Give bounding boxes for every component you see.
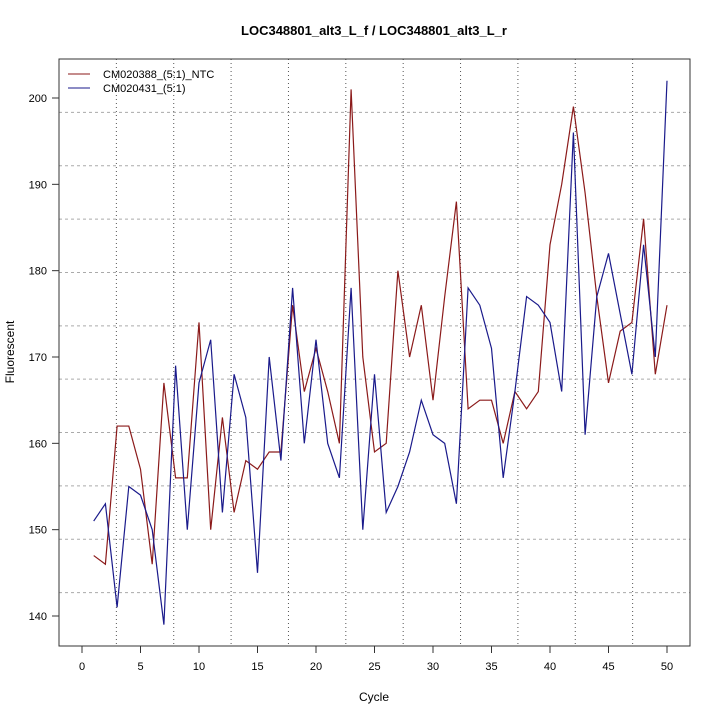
x-tick-label: 15 bbox=[251, 661, 263, 673]
chart-title: LOC348801_alt3_L_f / LOC348801_alt3_L_r bbox=[241, 23, 507, 38]
legend-label-ntc: CM020388_(5:1)_NTC bbox=[103, 69, 214, 81]
x-tick-label: 40 bbox=[544, 661, 556, 673]
x-axis: 0 5 10 15 20 25 30 35 40 45 50 bbox=[79, 646, 673, 673]
x-tick-label: 20 bbox=[310, 661, 322, 673]
y-tick-label: 170 bbox=[29, 352, 47, 364]
grid bbox=[59, 59, 690, 646]
y-tick-label: 200 bbox=[29, 93, 47, 105]
series-group bbox=[93, 80, 668, 625]
legend: CM020388_(5:1)_NTC CM020431_(5:1) bbox=[68, 69, 214, 95]
y-axis: 140 150 160 170 180 190 200 bbox=[29, 93, 59, 623]
y-axis-label: Fluorescent bbox=[3, 320, 17, 383]
y-tick-label: 140 bbox=[29, 611, 47, 623]
x-axis-label: Cycle bbox=[359, 690, 389, 704]
plot-frame bbox=[58, 58, 691, 647]
x-tick-label: 0 bbox=[79, 661, 85, 673]
x-tick-label: 25 bbox=[368, 661, 380, 673]
series-line-sample bbox=[93, 80, 668, 625]
y-tick-label: 180 bbox=[29, 266, 47, 278]
x-tick-label: 35 bbox=[485, 661, 497, 673]
x-tick-label: 5 bbox=[137, 661, 143, 673]
x-tick-label: 50 bbox=[661, 661, 673, 673]
y-tick-label: 190 bbox=[29, 179, 47, 191]
y-tick-label: 160 bbox=[29, 438, 47, 450]
x-tick-label: 45 bbox=[602, 661, 614, 673]
x-tick-label: 10 bbox=[193, 661, 205, 673]
y-tick-label: 150 bbox=[29, 525, 47, 537]
x-tick-label: 30 bbox=[427, 661, 439, 673]
legend-label-sample: CM020431_(5:1) bbox=[103, 83, 186, 95]
